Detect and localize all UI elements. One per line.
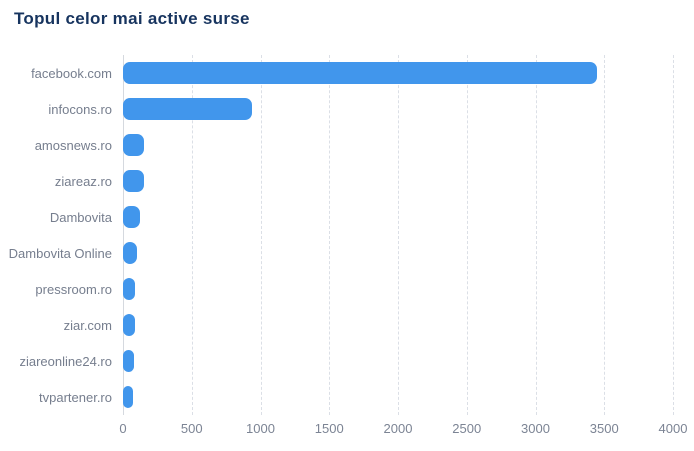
bar-amosnews.ro[interactable] [123, 134, 145, 156]
category-label: infocons.ro [48, 101, 112, 117]
category-label: ziareonline24.ro [19, 353, 112, 369]
gridline [260, 55, 262, 415]
x-tick-label: 2500 [452, 421, 482, 436]
x-tick-label: 4000 [658, 421, 688, 436]
x-tick-label: 3000 [521, 421, 550, 436]
category-label: ziareaz.ro [54, 173, 112, 189]
category-label: amosnews.ro [34, 137, 112, 153]
chart-row: tvpartener.ro [0, 379, 694, 415]
chart-row: infocons.ro [0, 91, 694, 127]
chart-row: ziareonline24.ro [0, 343, 694, 379]
bar-ziar.com[interactable] [123, 314, 136, 336]
gridline [466, 55, 468, 415]
category-label: Dambovita Online [8, 245, 112, 261]
x-tick-label: 1500 [314, 421, 344, 436]
x-tick-label: 3500 [589, 421, 619, 436]
chart-row: Dambovita Online [0, 235, 694, 271]
category-label: tvpartener.ro [39, 389, 112, 405]
bar-pressroom.ro[interactable] [123, 278, 136, 300]
category-label: ziar.com [63, 317, 112, 333]
plot-area [123, 55, 674, 415]
bar-tvpartener.ro[interactable] [123, 386, 134, 408]
gridline [398, 55, 399, 415]
bar-Dambovita Online[interactable] [123, 242, 137, 264]
bar-infocons.ro[interactable] [123, 98, 253, 120]
chart-title: Topul celor mai active surse [14, 9, 250, 28]
gridline [673, 55, 674, 415]
chart-row: facebook.com [0, 55, 694, 91]
x-tick-label: 2000 [383, 421, 413, 436]
chart-row: amosnews.ro [0, 127, 694, 163]
chart-row: ziar.com [0, 307, 694, 343]
gridline [535, 55, 537, 415]
gridline [191, 55, 193, 415]
category-label: Dambovita [49, 209, 112, 225]
category-label: pressroom.ro [35, 281, 112, 297]
chart-row: pressroom.ro [0, 271, 694, 307]
bar-ziareaz.ro[interactable] [123, 170, 144, 192]
y-axis-line [123, 55, 124, 415]
chart-row: Dambovita [0, 199, 694, 235]
gridline [329, 55, 331, 415]
x-tick-label: 0 [119, 421, 127, 436]
bar-Dambovita[interactable] [123, 206, 140, 228]
category-label: facebook.com [31, 65, 112, 81]
chart-row: ziareaz.ro [0, 163, 694, 199]
bar-ziareonline24.ro[interactable] [123, 350, 134, 372]
bar-facebook.com[interactable] [123, 62, 598, 84]
gridline [604, 55, 606, 415]
x-tick-label: 500 [180, 421, 203, 436]
x-tick-label: 1000 [246, 421, 275, 436]
